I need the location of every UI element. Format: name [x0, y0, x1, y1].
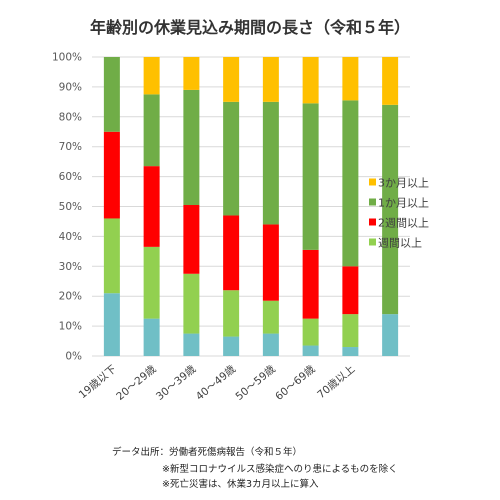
bar-segment [183, 205, 200, 274]
data-source-text: データ出所：労働者死傷病報告（令和５年） [112, 447, 303, 458]
legend-swatch [369, 178, 376, 186]
y-tick-label: 50% [59, 201, 82, 213]
x-tick-label: 19歳以下 [77, 363, 119, 401]
bar-segment [342, 100, 359, 267]
legend-label: 1か月以上 [378, 197, 429, 210]
bar-segment [103, 131, 120, 219]
y-tick-label: 100% [52, 52, 82, 64]
x-tick-label: 50～59歳 [234, 363, 279, 403]
x-tick-label: 40～49歳 [194, 363, 239, 403]
bar-segment [342, 314, 359, 348]
bar-segment [382, 57, 399, 105]
bar-segment [342, 347, 359, 356]
bar-segment [103, 218, 120, 294]
bar-segment [302, 57, 319, 104]
bar-segment [143, 57, 160, 95]
bar-segment [223, 215, 240, 291]
y-tick-label: 90% [59, 81, 82, 93]
bar-segment [302, 249, 319, 319]
footnote-death: ※死亡災害は、休業3カ月以上に算入 [162, 479, 319, 490]
bar-segment [382, 104, 399, 315]
y-tick-label: 20% [59, 291, 82, 303]
legend-label: 3か月以上 [378, 177, 429, 190]
bar-segment [143, 94, 160, 167]
y-tick-label: 10% [59, 321, 82, 333]
bar-segment [143, 318, 160, 356]
bar-segment [183, 57, 200, 90]
bar-segment [103, 293, 120, 356]
y-tick-label: 60% [59, 171, 82, 183]
chart-title: 年齢別の休業見込み期間の長さ（令和５年） [89, 18, 410, 37]
bar-segment [223, 290, 240, 337]
legend-label: 週間以上 [378, 237, 422, 250]
footnote-covid: ※新型コロナウイルス感染症へのり患によるものを除く [162, 464, 398, 475]
y-tick-label: 40% [59, 231, 82, 243]
y-tick-label: 0% [65, 351, 82, 363]
x-tick-label: 60～69歳 [273, 363, 318, 403]
bar-segment [262, 224, 279, 301]
legend-swatch [369, 218, 376, 226]
bar-segment [342, 57, 359, 101]
bar-segment [342, 266, 359, 315]
bar-segment [302, 103, 319, 250]
bar-segment [183, 273, 200, 334]
legend-swatch [369, 238, 376, 246]
stacked-bar-chart: 0% 10% 20% 30% 40% 50% 60% 70% 80% 90% 100% 19歳以下20… [52, 52, 429, 403]
y-tick-label: 80% [59, 111, 82, 123]
bar-segment [223, 57, 240, 102]
x-tick-label: 70歳以上 [315, 363, 357, 401]
bar-segment [262, 101, 279, 225]
bar-segment [262, 57, 279, 102]
bar-segment [223, 336, 240, 356]
legend-swatch [369, 198, 376, 206]
x-tick-label: 20～29歳 [114, 363, 159, 403]
y-tick-label: 70% [59, 141, 82, 153]
bar-segment [143, 166, 160, 247]
y-tick-label: 30% [59, 261, 82, 273]
bar-segment [183, 89, 200, 206]
bar-segment [262, 333, 279, 356]
bar-segment [302, 345, 319, 356]
x-tick-label: 30～39歳 [154, 363, 199, 403]
bar-segment [143, 246, 160, 319]
bar-segment [382, 314, 399, 356]
bar-segment [223, 101, 240, 216]
bar-segment [262, 300, 279, 334]
legend-label: 2週間以上 [378, 217, 429, 230]
bar-segment [103, 57, 120, 132]
bar-segment [183, 333, 200, 356]
bar-segment [302, 318, 319, 346]
